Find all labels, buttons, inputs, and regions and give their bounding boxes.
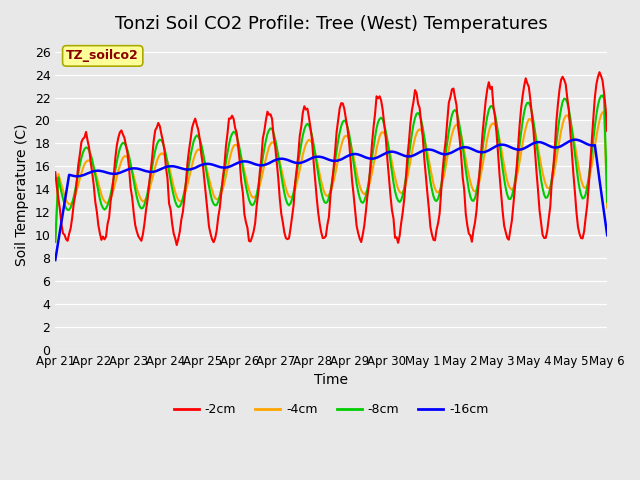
-4cm (216, 194, 223, 200)
-8cm (244, 191, 252, 196)
-2cm (119, 132, 127, 137)
-8cm (234, 139, 242, 145)
Line: -2cm: -2cm (55, 72, 607, 245)
-2cm (596, 69, 604, 75)
-2cm (236, 159, 244, 165)
-16cm (51, 257, 59, 263)
-2cm (604, 128, 611, 134)
-4cm (600, 109, 608, 115)
-4cm (234, 144, 242, 150)
Line: -16cm: -16cm (55, 140, 607, 260)
-8cm (604, 199, 611, 205)
-8cm (599, 93, 607, 98)
Legend: -2cm, -4cm, -8cm, -16cm: -2cm, -4cm, -8cm, -16cm (168, 398, 494, 421)
-8cm (573, 165, 580, 170)
-4cm (119, 155, 127, 161)
-16cm (571, 137, 579, 143)
-4cm (51, 239, 59, 244)
-16cm (216, 164, 223, 170)
-8cm (119, 140, 127, 145)
-8cm (216, 193, 223, 199)
-16cm (293, 160, 301, 166)
-16cm (234, 160, 242, 166)
Y-axis label: Soil Temperature (C): Soil Temperature (C) (15, 124, 29, 266)
-4cm (604, 205, 611, 211)
-2cm (51, 169, 59, 175)
-16cm (244, 159, 252, 165)
-2cm (245, 238, 253, 244)
-2cm (218, 190, 225, 195)
Line: -8cm: -8cm (55, 96, 607, 242)
Text: TZ_soilco2: TZ_soilco2 (67, 49, 139, 62)
-8cm (51, 239, 59, 245)
X-axis label: Time: Time (314, 373, 348, 387)
-2cm (574, 224, 582, 230)
-16cm (119, 168, 127, 174)
-8cm (293, 171, 301, 177)
-2cm (294, 153, 302, 159)
Line: -4cm: -4cm (55, 112, 607, 241)
-4cm (293, 180, 301, 186)
-4cm (573, 152, 580, 157)
-4cm (244, 181, 252, 187)
-16cm (574, 137, 582, 143)
-2cm (173, 242, 180, 248)
-16cm (604, 232, 611, 238)
Title: Tonzi Soil CO2 Profile: Tree (West) Temperatures: Tonzi Soil CO2 Profile: Tree (West) Temp… (115, 15, 548, 33)
